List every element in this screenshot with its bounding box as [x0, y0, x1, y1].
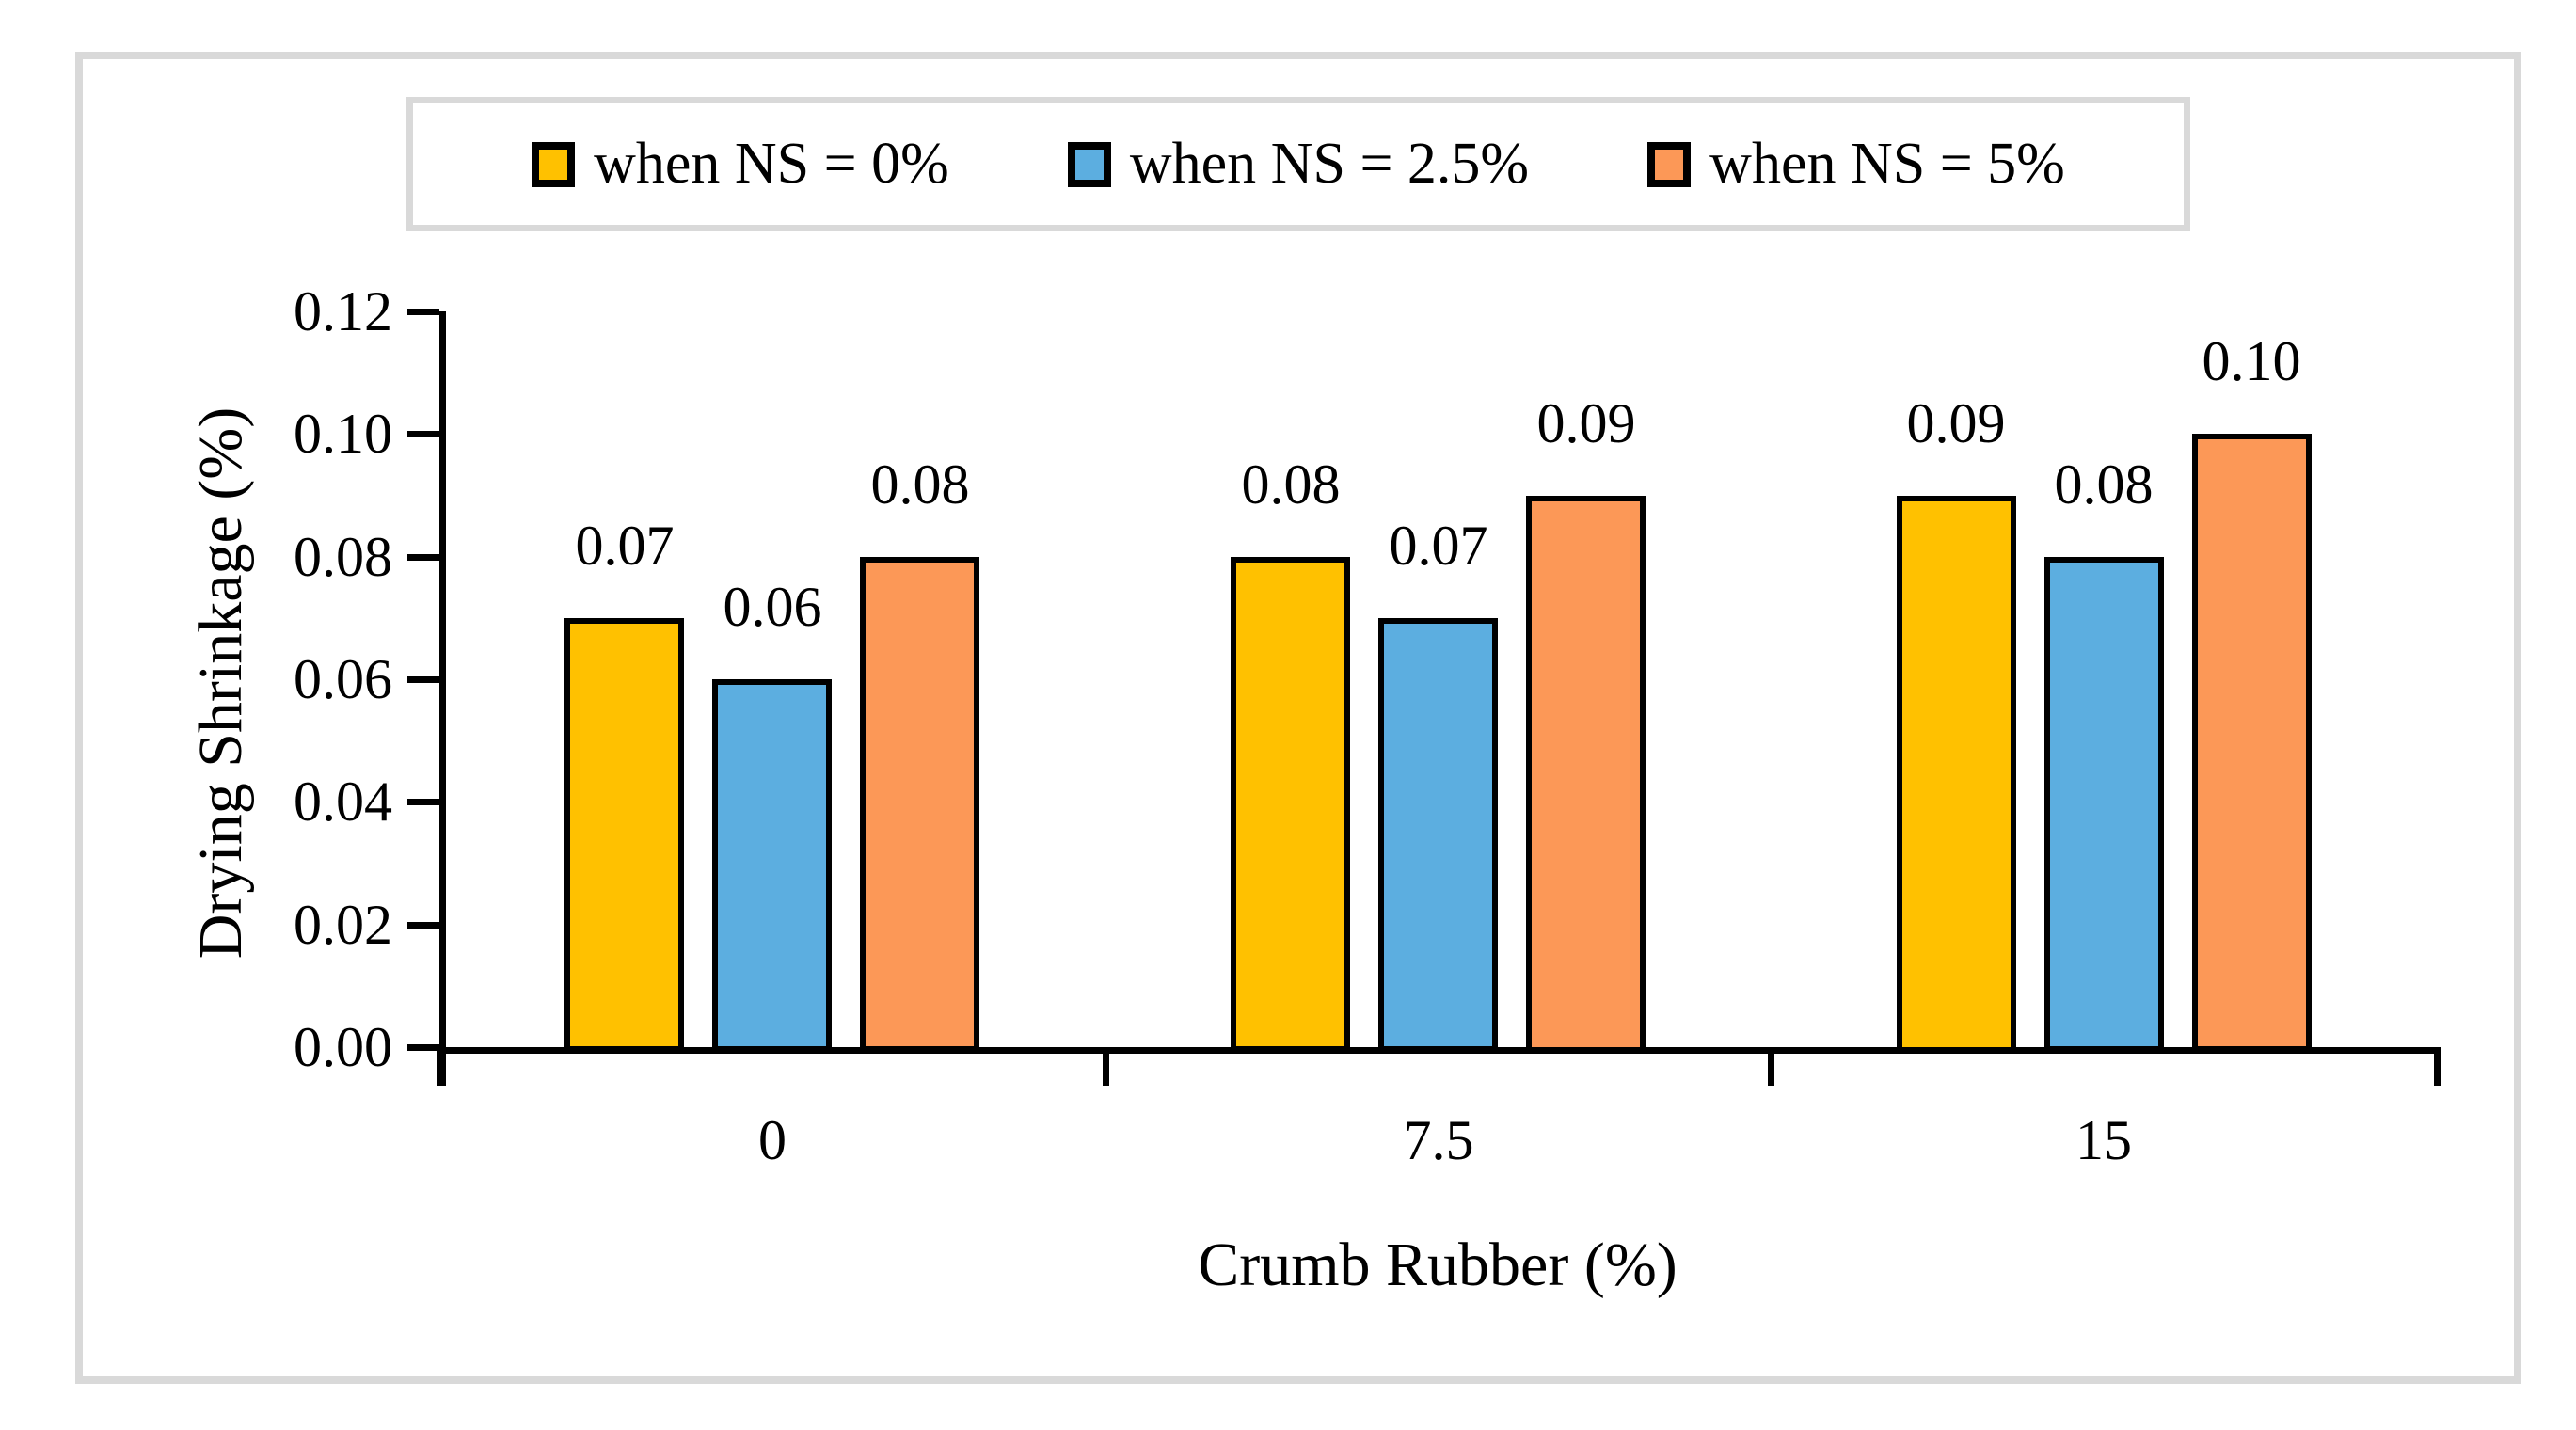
bar	[1231, 557, 1350, 1052]
bar-value-label: 0.08	[870, 453, 970, 516]
y-axis-tick	[407, 309, 439, 315]
bar-value-label: 0.08	[1241, 453, 1341, 516]
legend-swatch	[1647, 141, 1692, 187]
bar	[712, 679, 832, 1052]
x-category-label: 7.5	[1403, 1109, 1474, 1171]
bar-value-label: 0.09	[1536, 392, 1636, 454]
x-category-label: 0	[758, 1109, 787, 1171]
legend-item: when NS = 2.5%	[1067, 131, 1530, 198]
y-axis-tick-label: 0.06	[294, 648, 392, 710]
bar-value-label: 0.09	[1906, 392, 2006, 454]
x-axis-tick	[1768, 1047, 1774, 1086]
figure-border	[75, 52, 2521, 1384]
x-category-label: 15	[2075, 1109, 2132, 1171]
bar-value-label: 0.08	[2054, 453, 2154, 516]
legend-swatch	[1067, 141, 1111, 187]
legend-label: when NS = 0%	[594, 132, 949, 196]
y-axis-tick	[407, 922, 439, 929]
bar-value-label: 0.07	[575, 515, 675, 577]
x-axis-tick	[437, 1047, 443, 1086]
y-axis-tick	[407, 799, 439, 805]
bar	[1897, 496, 2016, 1053]
bar	[2044, 557, 2164, 1052]
legend-label: when NS = 2.5%	[1129, 132, 1530, 196]
legend-item: when NS = 5%	[1647, 131, 2065, 198]
legend: when NS = 0% when NS = 2.5% when NS = 5%	[406, 97, 2190, 231]
y-axis-tick	[407, 431, 439, 437]
y-axis-tick	[407, 676, 439, 683]
y-axis-tick-label: 0.00	[294, 1016, 392, 1078]
y-axis-tick-label: 0.10	[294, 403, 392, 465]
bar	[860, 557, 979, 1052]
bar	[564, 618, 684, 1052]
x-axis-tick	[1103, 1047, 1109, 1086]
legend-item: when NS = 0%	[532, 131, 949, 198]
y-axis-tick	[407, 1044, 439, 1051]
y-axis-line	[439, 311, 446, 1086]
x-axis-tick	[2434, 1047, 2441, 1086]
y-axis-tick-label: 0.02	[294, 894, 392, 956]
bar	[1526, 496, 1646, 1053]
bar-value-label: 0.10	[2202, 330, 2301, 392]
y-axis-title: Drying Shrinkage (%)	[186, 406, 255, 960]
y-axis-tick	[407, 554, 439, 561]
x-axis-title: Crumb Rubber (%)	[1198, 1231, 1678, 1299]
y-axis-tick-label: 0.04	[294, 771, 392, 833]
bar	[2192, 434, 2312, 1052]
legend-swatch	[532, 141, 576, 187]
y-axis-tick-label: 0.08	[294, 526, 392, 588]
bar-value-label: 0.07	[1389, 515, 1488, 577]
legend-label: when NS = 5%	[1709, 132, 2065, 196]
y-axis-tick-label: 0.12	[294, 280, 392, 342]
bar	[1378, 618, 1498, 1052]
bar-value-label: 0.06	[723, 576, 822, 638]
